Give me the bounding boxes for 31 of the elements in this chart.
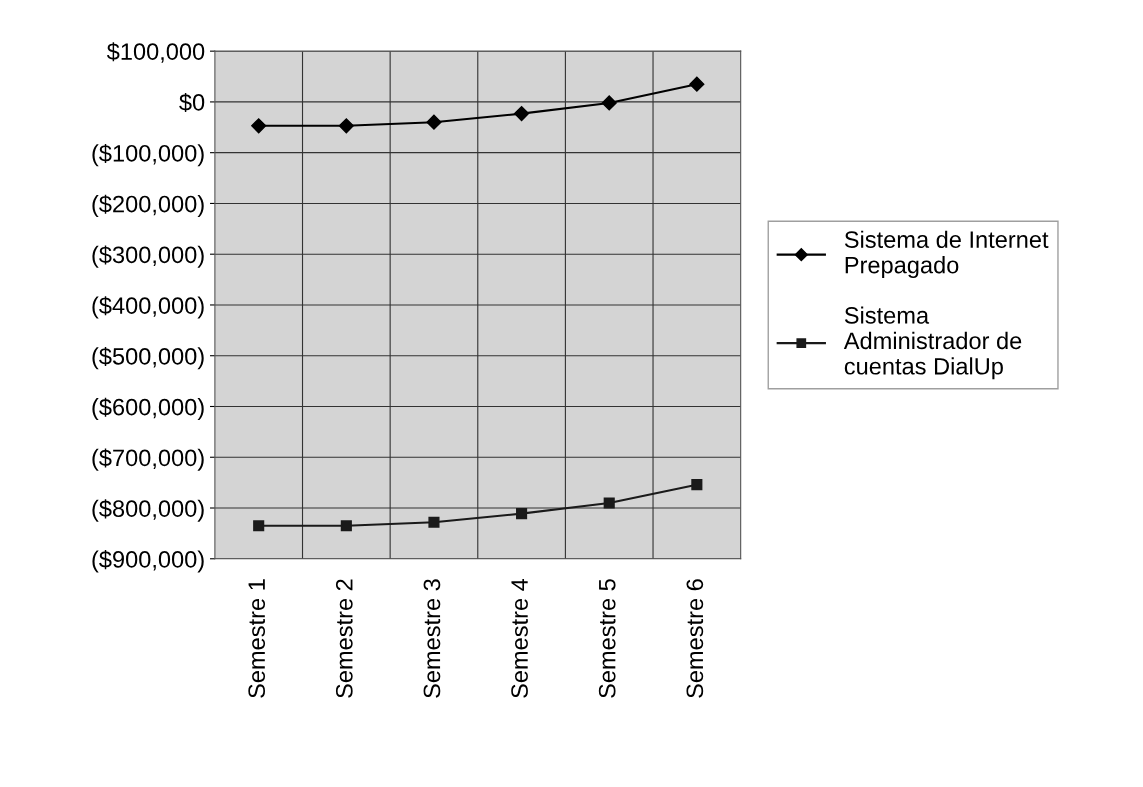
- x-tick-label: Semestre 1: [248, 579, 266, 698]
- point: [516, 508, 528, 520]
- x-tick-label: Semestre 4: [511, 578, 528, 698]
- y-tick-label: ($100,000): [92, 143, 204, 167]
- y-tick-label: ($700,000): [92, 448, 204, 471]
- x-tick-label: Semestre 6: [686, 579, 704, 698]
- point: [601, 95, 617, 111]
- x-tick-label: Semestre 3: [423, 579, 441, 698]
- x-tick-label: Semestre 5: [598, 579, 616, 698]
- y-tick-label: ($600,000): [92, 397, 204, 421]
- point: [691, 479, 703, 491]
- y-tick-label: $0: [179, 92, 205, 113]
- point: [253, 520, 265, 532]
- x-tick-label: Semestre 2: [335, 579, 353, 698]
- legend-label: Sistema Administrador de cuentas DialUp: [843, 306, 1022, 380]
- y-tick-label: ($300,000): [92, 245, 204, 268]
- legend-label: Sistema de Internet Prepagado: [844, 230, 1049, 279]
- y-tick-label: ($400,000): [92, 296, 204, 319]
- point: [514, 106, 530, 122]
- y-tick-label: ($500,000): [92, 346, 204, 370]
- y-tick-label: ($900,000): [92, 550, 204, 573]
- point: [603, 497, 615, 509]
- point: [428, 516, 440, 528]
- point: [426, 114, 442, 130]
- point: [251, 118, 267, 134]
- point: [340, 520, 352, 532]
- point: [689, 76, 705, 92]
- y-tick-label: ($800,000): [92, 499, 204, 522]
- y-tick-label: $100,000: [106, 42, 205, 63]
- y-tick-label: ($200,000): [92, 194, 204, 218]
- point: [338, 118, 354, 134]
